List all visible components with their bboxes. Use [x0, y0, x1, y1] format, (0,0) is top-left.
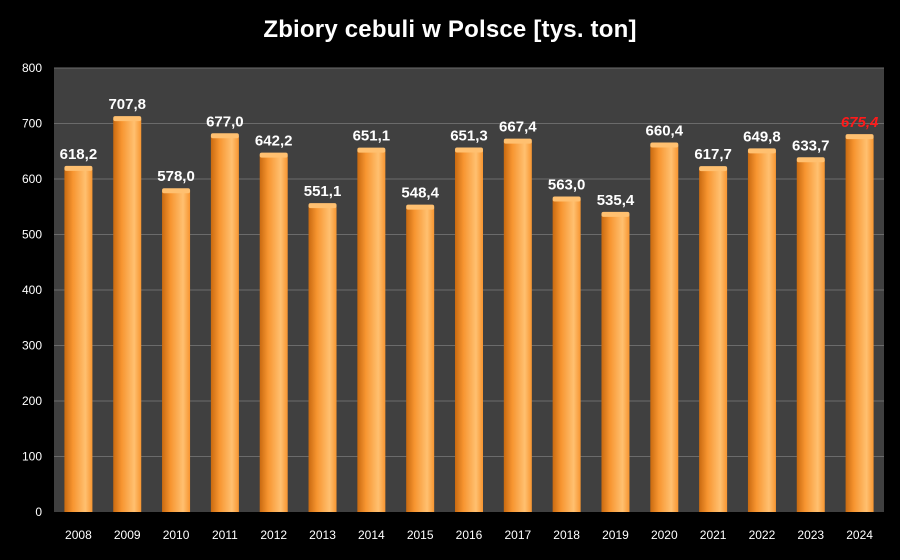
bar-top	[455, 147, 483, 153]
data-label: 651,1	[353, 128, 391, 145]
x-tick-label: 2020	[651, 528, 678, 542]
data-label: 707,8	[108, 96, 146, 113]
bar	[308, 206, 337, 512]
bar	[503, 141, 532, 512]
y-tick-label: 100	[22, 450, 42, 464]
y-tick-label: 600	[22, 172, 42, 186]
x-tick-label: 2010	[163, 528, 190, 542]
bar	[357, 150, 386, 512]
x-axis-ticks: 2008 2009 2010 2011 2012 2013 2014 2015 2016 2017…	[65, 528, 873, 542]
bar-top	[406, 204, 435, 210]
data-label: 642,2	[255, 133, 293, 150]
bar-top	[747, 148, 776, 154]
bar	[259, 155, 288, 513]
bar	[64, 168, 93, 513]
chart-title: Zbiory cebuli w Polsce [tys. ton]	[263, 16, 637, 43]
bar-top	[308, 203, 337, 209]
x-tick-label: 2013	[309, 528, 336, 542]
data-label: 675,4	[841, 114, 879, 131]
x-tick-label: 2023	[797, 528, 824, 542]
bar-top	[210, 133, 239, 139]
bar	[455, 150, 483, 512]
bars	[64, 116, 874, 513]
bar-top	[259, 152, 288, 158]
bar-top	[552, 196, 581, 202]
x-tick-label: 2016	[456, 528, 483, 542]
y-tick-label: 0	[35, 505, 42, 519]
bar	[845, 137, 874, 512]
data-label: 563,0	[548, 177, 586, 194]
bar	[552, 199, 581, 512]
bar	[210, 136, 239, 512]
bar-top	[601, 211, 630, 217]
x-tick-label: 2012	[260, 528, 287, 542]
x-tick-label: 2021	[700, 528, 727, 542]
bar-top	[503, 138, 532, 144]
x-tick-label: 2017	[504, 528, 531, 542]
bar-top	[650, 142, 679, 148]
data-label: 618,2	[60, 146, 98, 163]
x-tick-label: 2022	[749, 528, 776, 542]
data-label: 617,7	[694, 146, 732, 163]
data-label: 667,4	[499, 119, 537, 136]
data-label: 548,4	[401, 185, 439, 202]
bar	[650, 145, 679, 512]
bar-top	[699, 166, 728, 172]
bar	[796, 160, 825, 512]
bar-top	[162, 188, 191, 194]
data-label: 633,7	[792, 137, 830, 154]
bar	[162, 191, 191, 512]
x-tick-label: 2019	[602, 528, 629, 542]
bar-top	[796, 157, 825, 163]
data-label: 651,3	[450, 128, 488, 145]
bar-top	[64, 165, 93, 171]
y-tick-label: 500	[22, 228, 42, 242]
bar	[601, 214, 630, 512]
x-tick-label: 2024	[846, 528, 873, 542]
data-label: 578,0	[157, 168, 195, 185]
bar-top	[357, 147, 386, 153]
y-tick-label: 800	[22, 61, 42, 75]
y-tick-label: 300	[22, 339, 42, 353]
y-tick-label: 400	[22, 283, 42, 297]
data-label: 677,0	[206, 113, 244, 130]
bar	[406, 207, 435, 512]
x-tick-label: 2008	[65, 528, 92, 542]
y-tick-label: 200	[22, 394, 42, 408]
bar	[699, 169, 728, 512]
y-axis-ticks: 0 100 200 300 400 500 600 700 800	[22, 61, 42, 519]
y-tick-label: 700	[22, 117, 42, 131]
x-tick-label: 2018	[553, 528, 580, 542]
x-tick-label: 2009	[114, 528, 141, 542]
bar-top	[113, 116, 142, 122]
data-label: 535,4	[597, 192, 635, 209]
data-label: 649,8	[743, 128, 781, 145]
x-tick-label: 2014	[358, 528, 385, 542]
bar-top	[845, 134, 874, 140]
bar	[113, 119, 142, 513]
data-label: 551,1	[304, 183, 342, 200]
data-label: 660,4	[646, 122, 684, 139]
data-labels: 618,2 707,8 578,0 677,0 642,2 551,1 651,1 548,4…	[60, 96, 879, 209]
bar	[747, 151, 776, 512]
x-tick-label: 2015	[407, 528, 434, 542]
x-tick-label: 2011	[212, 528, 238, 542]
